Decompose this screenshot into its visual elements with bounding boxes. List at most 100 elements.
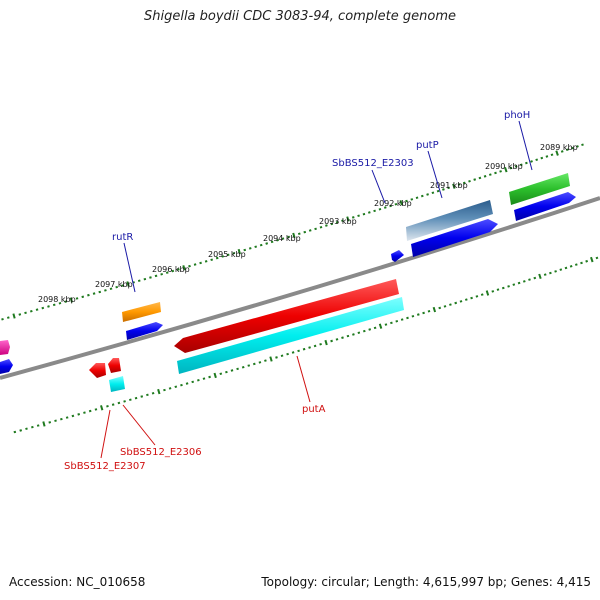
gene-arrow-rutR bbox=[122, 302, 161, 322]
minor-tick bbox=[514, 165, 518, 168]
minor-tick bbox=[19, 429, 23, 432]
minor-tick bbox=[416, 313, 420, 316]
minor-tick bbox=[71, 414, 75, 418]
tick-label: 2094 kbp bbox=[263, 234, 301, 243]
minor-tick bbox=[165, 271, 169, 274]
minor-tick bbox=[325, 224, 328, 227]
genome-summary-text: Topology: circular; Length: 4,615,997 bp… bbox=[261, 575, 591, 589]
minor-tick bbox=[394, 202, 398, 206]
minor-tick bbox=[488, 173, 492, 176]
minor-tick bbox=[54, 419, 57, 422]
minor-tick bbox=[406, 316, 409, 320]
minor-tick bbox=[47, 305, 50, 308]
minor-tick bbox=[373, 209, 376, 213]
minor-tick bbox=[6, 316, 10, 319]
minor-tick bbox=[422, 311, 425, 315]
minor-tick bbox=[137, 279, 141, 282]
minor-tick bbox=[395, 320, 399, 323]
gene-label-SbBS512_E2306: SbBS512_E2306 bbox=[120, 447, 202, 458]
minor-tick bbox=[230, 369, 234, 372]
minor-tick bbox=[436, 189, 440, 193]
minor-tick bbox=[357, 214, 360, 218]
tick-label: 2095 kbp bbox=[208, 250, 246, 259]
minor-tick bbox=[368, 328, 372, 331]
minor-tick bbox=[281, 237, 285, 240]
minor-tick bbox=[308, 346, 311, 349]
minor-tick bbox=[132, 281, 135, 284]
minor-tick bbox=[308, 229, 312, 232]
minor-tick bbox=[427, 309, 431, 313]
gene-labels: rutR SbBS512_E2303 putP phoH putA SbBS51… bbox=[64, 110, 530, 472]
leader-phoH bbox=[518, 120, 533, 171]
minor-tick bbox=[411, 314, 415, 318]
minor-tick bbox=[362, 212, 366, 216]
major-tick bbox=[378, 323, 383, 329]
minor-tick bbox=[357, 331, 361, 334]
major-tick bbox=[324, 339, 328, 346]
minor-tick bbox=[81, 295, 85, 299]
gene-label-rutR: rutR bbox=[112, 232, 133, 243]
major-tick bbox=[590, 256, 594, 263]
minor-tick bbox=[247, 364, 251, 367]
minor-tick bbox=[389, 204, 392, 208]
minor-tick bbox=[426, 193, 429, 196]
minor-tick bbox=[174, 385, 178, 389]
minor-tick bbox=[464, 298, 468, 301]
minor-tick bbox=[204, 260, 208, 263]
minor-tick bbox=[31, 425, 34, 429]
leader-sb2306 bbox=[122, 404, 156, 446]
minor-tick bbox=[106, 405, 109, 408]
minor-tick bbox=[585, 259, 589, 263]
minor-tick bbox=[595, 256, 599, 260]
minor-tick bbox=[478, 176, 482, 180]
minor-tick bbox=[528, 278, 531, 281]
minor-tick bbox=[475, 295, 479, 298]
minor-tick bbox=[243, 248, 247, 252]
minor-tick bbox=[447, 186, 450, 190]
minor-tick bbox=[275, 356, 278, 359]
minor-tick bbox=[400, 318, 404, 321]
minor-tick bbox=[225, 370, 228, 374]
reverse-genes bbox=[89, 279, 404, 392]
minor-tick bbox=[64, 300, 67, 303]
minor-tick bbox=[383, 206, 387, 209]
minor-tick bbox=[405, 199, 408, 203]
minor-tick bbox=[491, 290, 495, 293]
minor-tick bbox=[530, 160, 533, 163]
minor-tick bbox=[533, 276, 537, 280]
leader-rutR bbox=[123, 242, 136, 293]
minor-tick bbox=[569, 265, 573, 268]
major-tick bbox=[182, 265, 186, 271]
minor-tick bbox=[236, 367, 239, 371]
minor-tick bbox=[276, 238, 279, 242]
minor-tick bbox=[123, 400, 126, 403]
minor-tick bbox=[291, 351, 295, 354]
major-tick bbox=[157, 388, 161, 395]
tick-label: 2090 kbp bbox=[485, 162, 523, 171]
minor-tick bbox=[199, 261, 202, 265]
gene-arrow-SbBS512_E2306 bbox=[108, 358, 121, 373]
minor-tick bbox=[443, 305, 447, 308]
leader-putP bbox=[427, 150, 443, 199]
minor-tick bbox=[252, 362, 256, 366]
tick-label: 2092 kbp bbox=[374, 199, 412, 208]
minor-tick bbox=[258, 361, 262, 364]
minor-tick bbox=[248, 247, 252, 250]
gene-arrow bbox=[0, 359, 13, 374]
minor-tick bbox=[171, 269, 175, 273]
minor-tick bbox=[297, 349, 300, 353]
genome-backbone bbox=[0, 196, 600, 380]
major-tick bbox=[269, 356, 273, 362]
minor-tick bbox=[75, 297, 79, 300]
minor-tick bbox=[545, 155, 549, 158]
minor-tick bbox=[415, 196, 419, 199]
minor-tick bbox=[287, 235, 290, 239]
gene-arrow-putP-strand bbox=[411, 219, 498, 257]
minor-tick bbox=[574, 263, 578, 266]
minor-tick bbox=[470, 296, 473, 300]
minor-tick bbox=[29, 309, 33, 313]
minor-tick bbox=[449, 303, 452, 306]
minor-tick bbox=[25, 427, 28, 431]
minor-tick bbox=[442, 188, 445, 191]
